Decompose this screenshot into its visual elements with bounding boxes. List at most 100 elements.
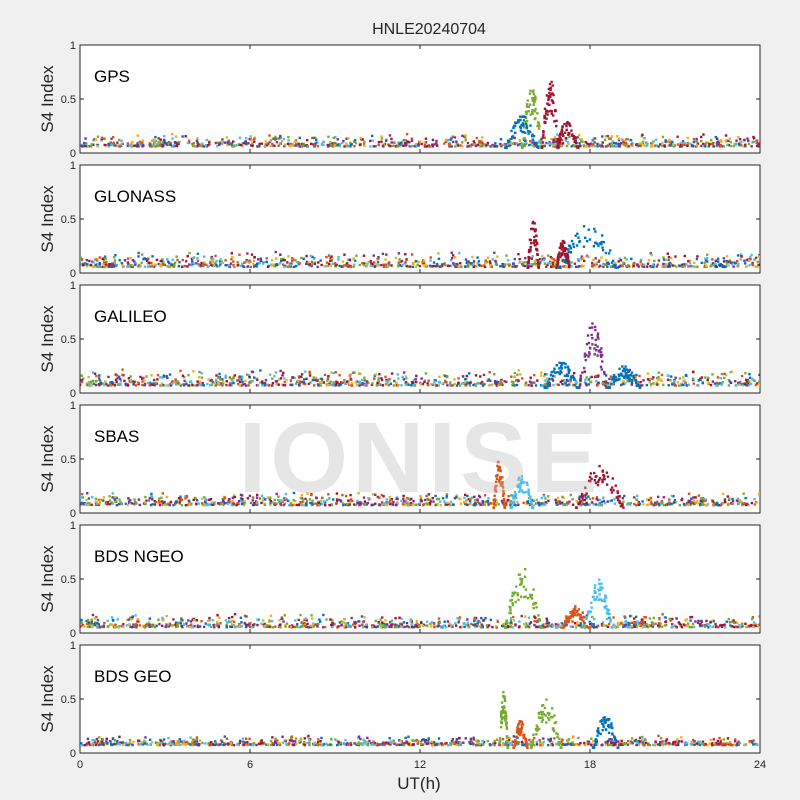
data-point	[474, 503, 478, 506]
data-point	[121, 373, 124, 377]
data-point	[209, 625, 213, 629]
data-point	[636, 143, 639, 146]
data-point	[152, 378, 156, 382]
y-tick-label: 0.5	[61, 334, 76, 346]
data-point	[150, 383, 154, 386]
data-point	[346, 264, 350, 267]
data-point	[564, 255, 567, 258]
data-point	[253, 501, 256, 505]
data-point	[514, 492, 517, 495]
data-point	[556, 255, 560, 259]
data-point	[558, 367, 561, 370]
data-point	[714, 265, 717, 268]
data-point	[237, 382, 240, 386]
data-point	[138, 503, 141, 507]
data-point	[204, 144, 208, 147]
data-point	[559, 242, 563, 245]
data-point	[747, 384, 751, 387]
data-point	[94, 624, 97, 627]
data-point	[506, 259, 510, 262]
data-point	[596, 483, 600, 487]
data-point	[519, 373, 522, 376]
data-point	[331, 258, 334, 261]
data-point	[106, 384, 110, 387]
data-point	[310, 493, 313, 497]
data-point	[427, 493, 431, 496]
data-point	[617, 137, 621, 140]
data-point	[593, 227, 596, 231]
data-point	[170, 265, 173, 268]
data-point	[295, 623, 299, 626]
data-point	[285, 622, 289, 625]
data-point	[536, 121, 540, 124]
data-point	[220, 142, 224, 146]
data-point	[634, 143, 638, 146]
data-point	[207, 264, 210, 268]
data-point	[493, 379, 497, 383]
data-point	[243, 261, 246, 264]
data-point	[495, 380, 498, 383]
data-point	[232, 144, 236, 147]
data-point	[466, 145, 469, 148]
data-point	[192, 370, 195, 373]
data-point	[366, 262, 369, 266]
data-point	[512, 494, 515, 497]
data-point	[386, 380, 390, 383]
data-point	[437, 617, 441, 620]
data-point	[133, 260, 136, 263]
data-point	[517, 476, 521, 479]
data-point	[330, 255, 333, 258]
data-point	[544, 503, 547, 506]
data-point	[607, 385, 611, 389]
data-point	[731, 500, 735, 503]
data-point	[498, 476, 502, 479]
data-point	[705, 265, 708, 269]
data-point	[272, 263, 276, 266]
data-point	[481, 384, 485, 387]
data-point	[523, 481, 526, 484]
data-point	[333, 623, 336, 626]
data-point	[563, 248, 566, 251]
data-point	[283, 380, 286, 384]
data-point	[549, 93, 552, 97]
data-point	[226, 143, 229, 147]
data-point	[714, 264, 717, 267]
data-point	[577, 624, 581, 627]
data-point	[416, 263, 419, 267]
data-point	[565, 259, 569, 262]
data-point	[367, 260, 370, 264]
data-point	[617, 378, 621, 381]
data-point	[294, 499, 297, 503]
data-point	[538, 139, 541, 142]
data-point	[400, 259, 404, 263]
data-point	[610, 143, 613, 146]
data-point	[129, 256, 132, 260]
data-point	[288, 145, 292, 148]
data-point	[598, 144, 602, 148]
data-point	[388, 496, 391, 499]
data-point	[340, 620, 343, 623]
data-point	[160, 382, 164, 385]
data-point	[540, 502, 543, 505]
data-point	[551, 142, 554, 145]
data-point	[177, 381, 180, 385]
data-point	[500, 499, 504, 503]
data-point	[82, 502, 85, 505]
data-point	[166, 503, 169, 506]
data-point	[568, 383, 571, 386]
data-point	[549, 109, 552, 113]
data-point	[565, 254, 568, 257]
data-point	[627, 377, 631, 380]
data-point	[639, 262, 643, 266]
data-point	[190, 257, 194, 261]
data-point	[163, 141, 166, 145]
data-point	[130, 264, 133, 267]
data-point	[187, 139, 191, 142]
data-point	[673, 498, 677, 502]
data-point	[136, 142, 139, 145]
data-point	[679, 144, 683, 147]
data-point	[117, 375, 121, 378]
data-point	[165, 384, 168, 387]
data-point	[445, 138, 448, 142]
data-point	[570, 376, 573, 379]
